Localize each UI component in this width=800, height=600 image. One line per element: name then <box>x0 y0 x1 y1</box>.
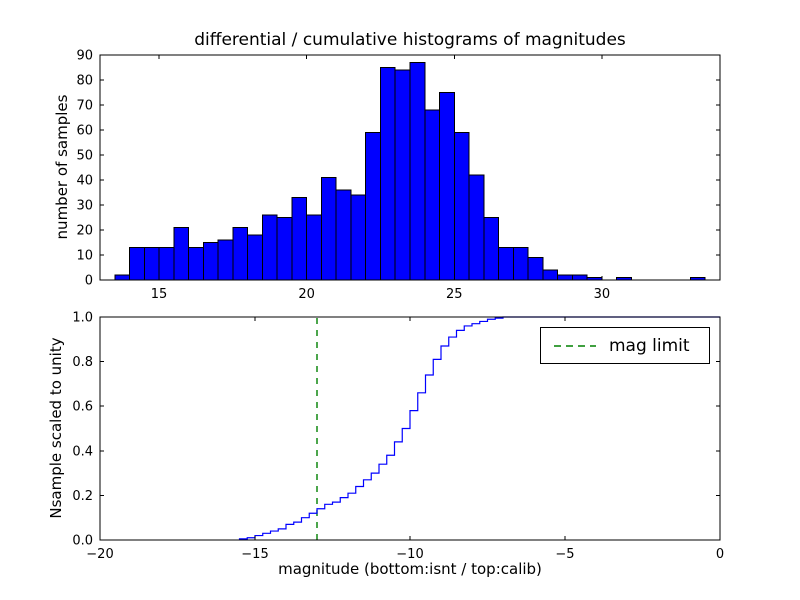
histogram-bars <box>114 62 706 281</box>
tick-label: 50 <box>76 149 93 164</box>
hist-bar <box>394 69 411 281</box>
hist-bar <box>320 177 337 281</box>
hist-bar <box>276 217 293 281</box>
tick-label: −15 <box>241 547 268 562</box>
cumulative-step-line <box>238 316 720 540</box>
tick-label: 0.2 <box>72 489 93 504</box>
tick-label: −10 <box>396 547 423 562</box>
hist-bar <box>350 194 367 281</box>
legend-dash-sample-icon <box>554 344 596 347</box>
tick-label: 40 <box>76 174 93 189</box>
tick-label: 15 <box>151 287 168 302</box>
tick-label: 30 <box>76 199 93 214</box>
ticks-top: 15 20 25 30 0 10 20 30 40 50 60 70 80 90 <box>76 49 720 302</box>
tick-label: 0.8 <box>72 355 93 370</box>
tick-label: 80 <box>76 74 93 89</box>
top-ylabel: number of samples <box>53 94 71 240</box>
hist-bar <box>527 257 544 281</box>
hist-bar <box>365 132 381 281</box>
xlabel: magnitude (bottom:isnt / top:calib) <box>278 560 542 578</box>
hist-bar <box>557 274 573 281</box>
hist-bar <box>512 247 529 281</box>
hist-bar <box>468 174 485 281</box>
chart-title: differential / cumulative histograms of … <box>194 30 626 50</box>
hist-bar <box>114 274 131 281</box>
tick-label: 25 <box>446 287 463 302</box>
tick-label: 0 <box>85 274 93 289</box>
bottom-ylabel: Nsample scaled to unity <box>47 337 65 519</box>
hist-bar <box>261 214 278 281</box>
tick-label: 60 <box>76 124 93 139</box>
tick-label: 0.0 <box>72 534 93 549</box>
hist-bar <box>232 227 249 281</box>
hist-bar <box>335 189 352 281</box>
tick-label: 0.6 <box>72 400 93 415</box>
hist-bar <box>306 214 322 281</box>
hist-bar <box>424 109 441 281</box>
hist-bar <box>498 247 514 281</box>
hist-bar <box>247 234 263 281</box>
tick-label: 0.4 <box>72 444 93 459</box>
legend: mag limit <box>540 327 710 364</box>
ticks-bottom: −20 −15 −10 −5 0 0.0 0.2 0.4 0.6 0.8 1.0 <box>72 311 724 563</box>
hist-bar <box>483 217 500 281</box>
tick-label: 70 <box>76 99 93 114</box>
hist-bar <box>291 197 308 281</box>
tick-label: 0 <box>716 547 724 562</box>
axes-frame-top <box>99 54 721 281</box>
tick-label: 1.0 <box>72 311 93 326</box>
tick-label: 20 <box>76 224 93 239</box>
hist-bar <box>202 242 219 281</box>
tick-label: −20 <box>86 547 113 562</box>
hist-bar <box>542 269 559 281</box>
tick-label: −5 <box>555 547 574 562</box>
hist-bar <box>453 132 470 281</box>
hist-bar <box>188 247 204 281</box>
axes-frame-bottom <box>99 316 721 541</box>
hist-bar <box>143 247 160 281</box>
hist-bar <box>409 62 426 281</box>
tick-label: 90 <box>76 49 93 64</box>
legend-label: mag limit <box>609 335 690 356</box>
tick-label: 10 <box>76 249 93 264</box>
tick-label: 30 <box>594 287 611 302</box>
hist-bar <box>158 247 175 281</box>
hist-bar <box>129 247 145 281</box>
hist-bar <box>439 92 455 281</box>
hist-bar <box>217 239 234 281</box>
hist-bar <box>379 67 396 281</box>
hist-bar <box>571 274 588 281</box>
tick-label: 20 <box>298 287 315 302</box>
hist-bar <box>173 227 190 281</box>
